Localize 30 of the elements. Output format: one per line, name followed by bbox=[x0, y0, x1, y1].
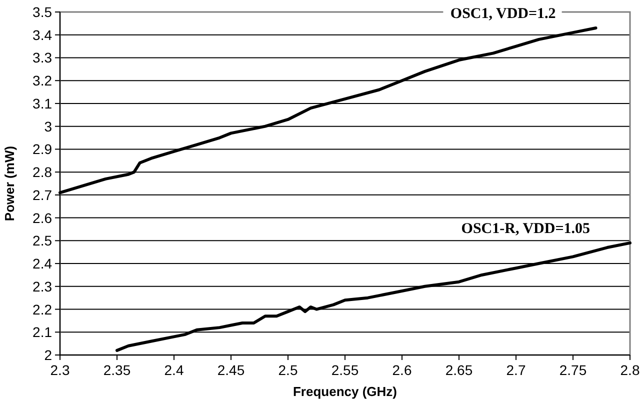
x-tick-label: 2.7 bbox=[506, 362, 526, 378]
x-tick-label: 2.45 bbox=[217, 362, 245, 378]
x-tick-label: 2.4 bbox=[164, 362, 184, 378]
x-tick-label: 2.55 bbox=[331, 362, 359, 378]
y-tick-label: 2.4 bbox=[32, 256, 52, 272]
y-tick-label: 2.7 bbox=[32, 186, 52, 203]
y-tick-label: 2 bbox=[44, 347, 52, 363]
y-axis-title: Power (mW) bbox=[2, 146, 17, 222]
y-tick-label: 3.1 bbox=[32, 95, 52, 112]
x-tick-label: 2.6 bbox=[392, 362, 412, 378]
y-tick-label: 2.9 bbox=[32, 141, 52, 158]
y-tick-label: 2.8 bbox=[32, 164, 52, 180]
x-axis-title: Frequency (GHz) bbox=[292, 384, 398, 399]
series-label: OSC1, VDD=1.2 bbox=[450, 6, 556, 22]
y-tick-label: 3.5 bbox=[32, 4, 52, 20]
x-tick-label: 2.5 bbox=[278, 362, 298, 378]
y-tick-label: 3.2 bbox=[32, 72, 52, 89]
y-tick-label: 3.4 bbox=[32, 26, 52, 43]
x-tick-label: 2.75 bbox=[559, 362, 587, 378]
y-tick-label: 2.5 bbox=[32, 232, 52, 249]
series-label: OSC1-R, VDD=1.05 bbox=[461, 220, 590, 237]
y-tick-label: 3.3 bbox=[32, 50, 52, 66]
x-tick-label: 2.8 bbox=[620, 362, 640, 378]
y-tick-label: 2.6 bbox=[32, 210, 52, 226]
y-tick-label: 2.2 bbox=[32, 301, 52, 318]
y-tick-label: 3 bbox=[44, 118, 52, 134]
y-tick-label: 2.3 bbox=[32, 278, 52, 294]
y-tick-label: 2.1 bbox=[32, 324, 52, 340]
x-tick-label: 2.65 bbox=[445, 362, 473, 378]
x-tick-label: 2.35 bbox=[103, 362, 131, 378]
